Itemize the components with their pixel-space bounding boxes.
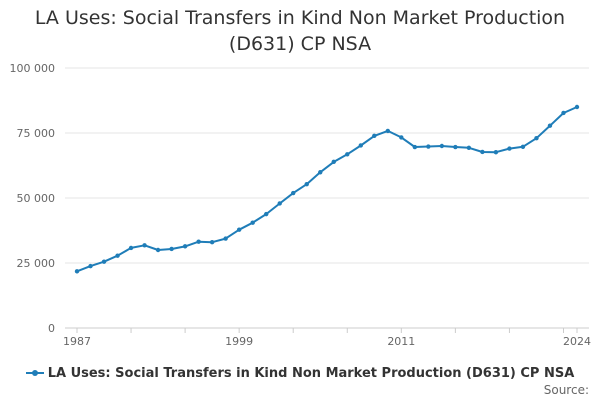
legend[interactable]: LA Uses: Social Transfers in Kind Non Ma… [0, 363, 600, 383]
data-point[interactable] [223, 236, 228, 241]
data-point[interactable] [547, 123, 553, 128]
data-point[interactable] [574, 104, 580, 110]
data-point[interactable] [412, 144, 418, 150]
y-tick-label: 75 000 [17, 127, 56, 140]
data-point[interactable] [88, 263, 93, 269]
data-point[interactable] [291, 190, 296, 196]
data-point[interactable] [277, 201, 282, 206]
data-point[interactable] [358, 143, 363, 148]
y-axis-labels: 0 25 000 50 000 75 000 100 000 [10, 62, 56, 335]
data-point[interactable] [209, 240, 215, 245]
legend-series-marker [25, 368, 44, 378]
data-point[interactable] [480, 149, 485, 155]
data-point[interactable] [372, 133, 377, 139]
series-layer [74, 104, 580, 274]
grid-lines [65, 67, 589, 264]
data-point[interactable] [182, 244, 188, 249]
data-point[interactable] [304, 182, 309, 187]
data-point[interactable] [493, 150, 499, 155]
data-point[interactable] [399, 135, 404, 140]
data-point[interactable] [507, 146, 512, 151]
data-point[interactable] [250, 220, 255, 225]
series-line [76, 106, 578, 273]
data-point[interactable] [196, 239, 201, 244]
data-point[interactable] [426, 144, 431, 149]
data-point[interactable] [101, 259, 107, 264]
data-point[interactable] [385, 128, 391, 134]
y-tick-label: 0 [48, 322, 55, 335]
y-tick-label: 50 000 [17, 192, 56, 205]
data-point[interactable] [74, 269, 80, 274]
data-point[interactable] [534, 136, 539, 141]
data-point[interactable] [236, 227, 242, 232]
data-point[interactable] [331, 159, 336, 165]
chart-title: LA Uses: Social Transfers in Kind Non Ma… [34, 7, 566, 55]
x-tick-label: 2024 [563, 335, 591, 348]
legend-series-label: LA Uses: Social Transfers in Kind Non Ma… [47, 365, 575, 381]
y-tick-label: 25 000 [17, 257, 56, 270]
data-point[interactable] [561, 110, 566, 116]
data-point[interactable] [345, 152, 350, 157]
data-point[interactable] [128, 245, 134, 251]
data-point[interactable] [115, 253, 120, 258]
data-point[interactable] [520, 144, 526, 149]
x-tick-label: 1999 [225, 335, 253, 348]
x-axis-labels: 1987 1999 2011 2024 [63, 335, 591, 348]
x-axis [65, 327, 589, 333]
x-tick-label: 2011 [387, 335, 415, 348]
data-point[interactable] [142, 243, 147, 248]
data-point[interactable] [318, 170, 323, 175]
y-tick-label: 100 000 [10, 62, 56, 75]
data-point[interactable] [169, 246, 174, 252]
data-point[interactable] [263, 211, 269, 217]
source-label: Source: [543, 383, 589, 397]
x-tick-label: 1987 [63, 335, 91, 348]
data-point[interactable] [155, 247, 161, 253]
data-point[interactable] [466, 145, 472, 151]
data-point[interactable] [439, 143, 445, 149]
data-point[interactable] [453, 144, 458, 150]
